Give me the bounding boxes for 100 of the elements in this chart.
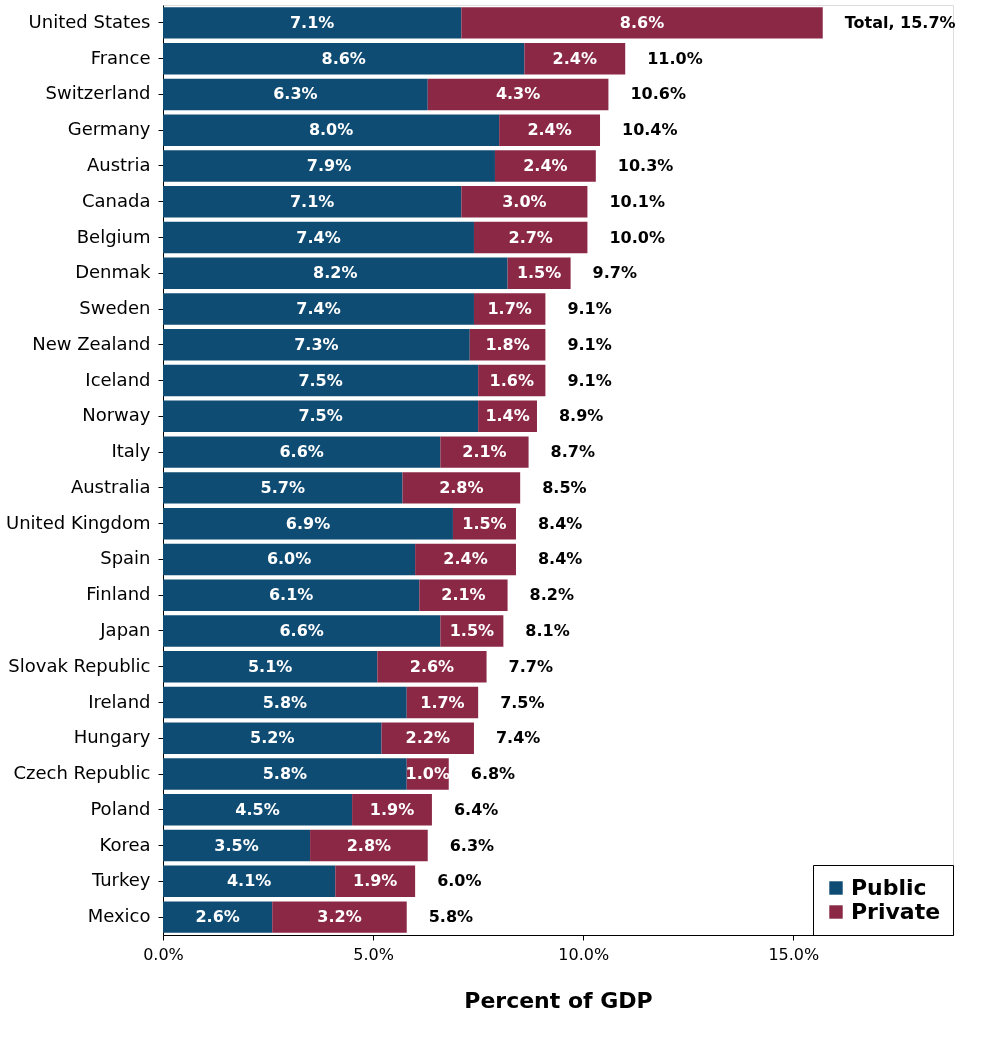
data-label: 1.5% xyxy=(449,620,495,640)
total-label: 10.1% xyxy=(609,191,665,211)
total-label: 9.7% xyxy=(592,263,637,283)
data-label: 2.6% xyxy=(409,656,455,676)
y-tick-label: Hungary xyxy=(73,726,151,748)
bar xyxy=(310,829,428,862)
x-tick-label: 10.0% xyxy=(558,944,610,964)
total-label: 8.9% xyxy=(558,406,604,426)
data-label: 2.1% xyxy=(441,585,486,605)
data-label: 5.8% xyxy=(262,764,308,784)
data-label: 3.2% xyxy=(317,907,362,927)
data-label: 2.7% xyxy=(508,227,553,247)
y-tick-label: Denmak xyxy=(75,261,152,283)
data-label: 2.4% xyxy=(552,48,597,68)
bar xyxy=(163,221,474,254)
y-tick-label: Czech Republic xyxy=(13,762,151,784)
bar xyxy=(163,436,441,468)
bar xyxy=(461,7,823,39)
data-label: 1.6% xyxy=(489,370,534,390)
bar xyxy=(163,7,462,39)
bar xyxy=(440,436,529,468)
total-label: Total, 15.7% xyxy=(844,12,956,32)
total-label: 8.5% xyxy=(542,477,587,497)
y-tick-label: Austria xyxy=(86,153,151,175)
bar xyxy=(163,42,525,75)
bar xyxy=(163,257,508,290)
data-label: 2.6% xyxy=(195,907,240,927)
y-tick-label: Sweden xyxy=(79,297,151,319)
data-label: 1.5% xyxy=(516,263,562,283)
data-label: 2.2% xyxy=(405,728,450,748)
y-tick-label: Mexico xyxy=(87,905,151,927)
data-label: 7.4% xyxy=(296,299,341,319)
bar xyxy=(499,114,601,146)
y-tick-label: Germany xyxy=(67,118,151,140)
bar xyxy=(163,722,382,755)
data-label: 7.5% xyxy=(298,370,343,390)
data-label: 7.5% xyxy=(298,406,343,426)
bar xyxy=(163,78,428,111)
data-label: 2.8% xyxy=(439,477,484,497)
bar xyxy=(402,472,521,504)
total-label: 8.4% xyxy=(537,549,583,569)
bar xyxy=(163,329,470,361)
data-label: 5.1% xyxy=(247,656,293,676)
bar xyxy=(163,901,273,933)
y-tick-label: Slovak Republic xyxy=(8,654,151,676)
data-label: 5.2% xyxy=(250,728,295,748)
total-label: 10.6% xyxy=(630,84,686,104)
bar xyxy=(461,185,588,218)
data-label: 5.7% xyxy=(260,477,305,497)
bar xyxy=(163,650,378,683)
data-label: 7.3% xyxy=(294,334,339,354)
y-tick-label: Poland xyxy=(90,797,151,819)
total-label: 10.3% xyxy=(617,155,674,175)
total-label: 8.7% xyxy=(550,442,595,462)
data-label: 6.1% xyxy=(268,585,314,605)
bar xyxy=(473,293,546,325)
data-label: 5.8% xyxy=(262,692,308,712)
data-label: 2.4% xyxy=(527,120,572,140)
data-label: 1.0% xyxy=(405,764,450,784)
y-tick-label: Belgium xyxy=(76,225,151,247)
total-label: 6.0% xyxy=(437,871,482,891)
data-label: 8.6% xyxy=(321,48,366,68)
data-label: 7.9% xyxy=(306,155,352,175)
y-tick-label: Australia xyxy=(70,475,151,497)
bar xyxy=(163,472,403,504)
bar xyxy=(163,400,479,433)
data-label: 4.3% xyxy=(495,84,541,104)
y-tick-label: Japan xyxy=(99,618,151,640)
data-label: 1.9% xyxy=(353,871,398,891)
total-label: 9.1% xyxy=(567,370,612,390)
y-tick-label: New Zealand xyxy=(32,332,151,354)
bar xyxy=(163,865,336,898)
data-label: 8.0% xyxy=(308,120,354,140)
bar xyxy=(163,150,495,182)
x-axis-title: Percent of GDP xyxy=(464,987,653,1013)
data-label: 6.9% xyxy=(285,513,331,533)
y-tick-label: Ireland xyxy=(88,690,151,712)
y-tick-label: Korea xyxy=(99,833,151,855)
data-label: 3.0% xyxy=(502,191,547,211)
y-tick-label: Spain xyxy=(100,547,151,569)
data-label: 1.4% xyxy=(485,406,530,426)
bar xyxy=(377,650,487,683)
bar xyxy=(163,579,420,611)
data-label: 4.1% xyxy=(226,871,272,891)
total-label: 8.1% xyxy=(525,620,570,640)
data-label: 1.8% xyxy=(485,334,530,354)
bar xyxy=(427,78,609,111)
data-label: 1.5% xyxy=(462,513,507,533)
data-label: 6.0% xyxy=(266,549,312,569)
legend-label: Private xyxy=(851,899,941,924)
data-label: 2.1% xyxy=(462,442,507,462)
total-label: 6.4% xyxy=(453,799,499,819)
data-label: 7.1% xyxy=(289,12,335,32)
x-tick-label: 15.0% xyxy=(768,944,820,964)
total-label: 10.4% xyxy=(622,120,678,140)
total-label: 6.3% xyxy=(449,835,495,855)
bar xyxy=(163,829,311,862)
data-label: 4.5% xyxy=(235,799,280,819)
y-tick-label: Canada xyxy=(82,189,151,211)
total-label: 6.8% xyxy=(470,764,516,784)
